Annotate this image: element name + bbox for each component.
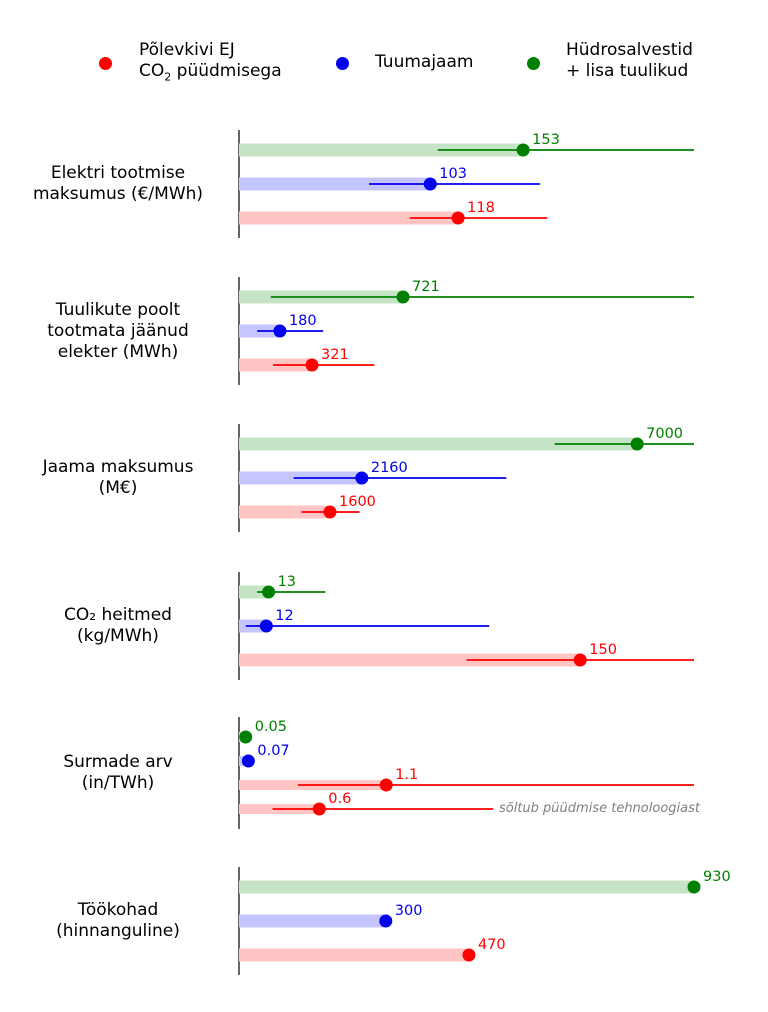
value-label-blue: 180: [289, 313, 317, 329]
note-text: sõltub püüdmise tehnoloogiast: [499, 801, 701, 816]
value-label-green: 930: [703, 869, 731, 885]
point-green: [687, 880, 701, 894]
point-green: [239, 730, 253, 744]
point-blue: [355, 471, 369, 485]
legend-label-green: Hüdrosalvestid + lisa tuulikud: [566, 40, 693, 82]
value-label-green: 0.05: [255, 719, 287, 735]
point-red: [451, 211, 465, 225]
point-red: [323, 505, 337, 519]
bar-blue: [239, 177, 431, 191]
bar-red: [239, 948, 469, 962]
panel-label-line: Töökohad: [77, 900, 159, 920]
point-red: [379, 778, 393, 792]
panel-label-line: maksumus (€/MWh): [32, 184, 204, 204]
panel-label-line: tootmata jäänud: [47, 320, 189, 341]
point-red: [462, 948, 476, 962]
legend-red-line1: Põlevkivi EJ: [139, 40, 235, 60]
value-label-green: 153: [532, 132, 560, 148]
panel-label: Surmade arv (in/TWh): [8, 752, 228, 794]
point-blue: [241, 754, 255, 768]
legend-marker-red: [99, 57, 112, 70]
value-label-blue: 2160: [371, 460, 408, 476]
legend-blue-line1: Tuumajaam: [375, 52, 474, 72]
value-label-blue: 0.07: [257, 743, 289, 759]
point-red: [573, 653, 587, 667]
bar-green: [239, 585, 269, 599]
point-green: [396, 290, 410, 304]
panel-label-line: (in/TWh): [81, 773, 155, 793]
value-label-green: 7000: [646, 426, 683, 442]
point-blue: [259, 619, 273, 633]
value-label-red: 1.1: [395, 767, 418, 783]
point-blue: [423, 177, 437, 191]
value-label-blue: 300: [395, 903, 423, 919]
value-label-red: 470: [478, 937, 506, 953]
value-label-blue: 103: [439, 166, 467, 182]
panel-label-line: Elektri tootmise: [50, 163, 186, 183]
legend-marker-green: [527, 57, 540, 70]
point-green: [516, 143, 530, 157]
legend-green-line1: Hüdrosalvestid: [566, 40, 693, 60]
panel-label-line: Surmade arv: [63, 752, 173, 772]
panel-label-line: (kg/MWh): [77, 626, 159, 646]
bar-red: [239, 211, 459, 225]
value-label-green: 13: [278, 574, 296, 590]
point-red: [312, 802, 326, 816]
point-green: [630, 437, 644, 451]
panel-label: Töökohad (hinnanguline): [8, 900, 228, 942]
point-red: [305, 358, 319, 372]
value-label-red: 0.6: [328, 791, 351, 807]
bar-green: [239, 437, 638, 451]
legend-marker-blue: [336, 57, 349, 70]
panel-label-line: Tuulikute poolt: [55, 299, 181, 320]
bar-red: [239, 505, 330, 519]
legend-red-line2: CO2 püüdmisega: [139, 61, 282, 84]
legend-label-red: Põlevkivi EJ CO2 püüdmisega: [139, 40, 282, 87]
value-label-red: 118: [467, 200, 495, 216]
legend-label-blue: Tuumajaam: [375, 52, 473, 73]
value-label-red: 321: [321, 347, 349, 363]
panel-label-line: elekter (MWh): [57, 341, 179, 362]
panel-label: Tuulikute poolt tootmata jäänud elekter (M…: [8, 300, 228, 363]
point-blue: [379, 914, 393, 928]
bar-green: [239, 143, 524, 157]
panel-label-line: CO₂ heitmed: [64, 605, 172, 625]
bar-blue: [239, 914, 386, 928]
bar-red: [239, 653, 581, 667]
value-label-green: 721: [412, 279, 440, 295]
value-label-red: 1600: [339, 494, 376, 510]
legend-green-line2: + lisa tuulikud: [566, 61, 689, 81]
panel-label: Jaama maksumus (M€): [8, 457, 228, 499]
value-label-blue: 12: [275, 608, 293, 624]
panel-label: Elektri tootmise maksumus (€/MWh): [8, 163, 228, 205]
panel-label-line: (hinnanguline): [56, 921, 180, 941]
panel-label-line: (M€): [98, 478, 138, 498]
panel-label-line: Jaama maksumus: [42, 457, 194, 477]
bar-green: [239, 880, 694, 894]
panel-label: CO₂ heitmed (kg/MWh): [8, 605, 228, 647]
point-green: [262, 585, 276, 599]
point-blue: [273, 324, 287, 338]
value-label-red: 150: [589, 642, 617, 658]
